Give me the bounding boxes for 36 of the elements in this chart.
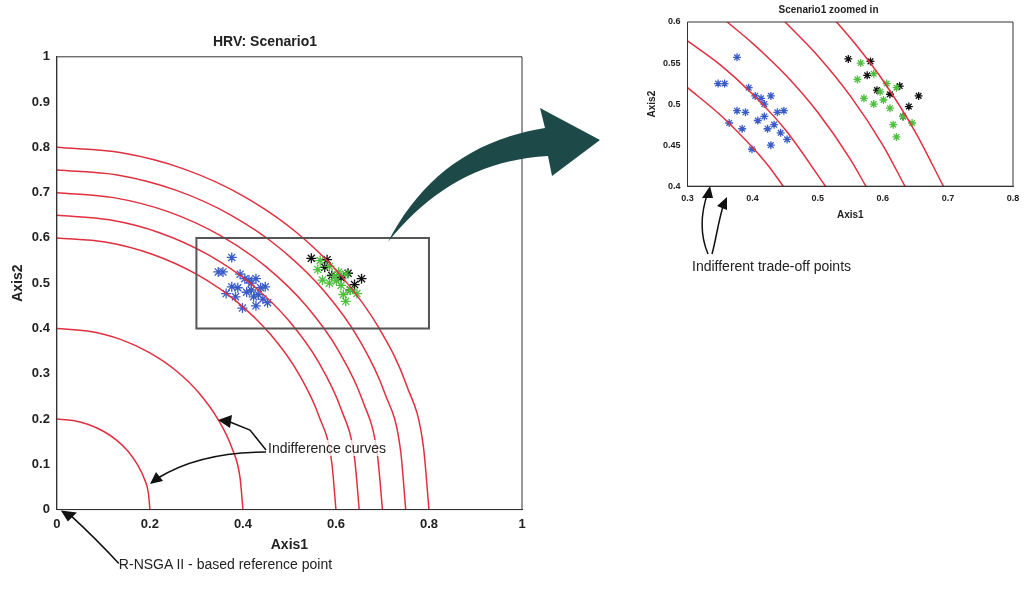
x-tick-label: 1 — [518, 515, 526, 531]
y-tick-label: 0.55 — [662, 57, 681, 68]
chart-title: Scenario1 zoomed in — [778, 3, 879, 15]
x-tick-label: 0.6 — [326, 515, 345, 531]
x-tick-label: 0.4 — [746, 193, 759, 204]
text: R-NSGA II - based reference point — [118, 555, 333, 572]
x-tick-label: 0.3 — [681, 193, 694, 204]
annotation: Indifference curves — [268, 440, 387, 456]
y-tick-label: 0.45 — [662, 139, 681, 150]
x-tick-label: 0.7 — [941, 193, 955, 204]
y-tick-label: 0.9 — [31, 93, 50, 109]
x-tick-label: 0.8 — [419, 515, 439, 531]
y-tick-label: 0.1 — [31, 455, 50, 471]
chart-title: HRV: Scenario1 — [212, 33, 318, 50]
y-tick-label: 0.5 — [31, 274, 50, 290]
x-axis-title: Axis1 — [270, 536, 309, 553]
x-tick-label: 0.5 — [811, 193, 824, 204]
y-tick-label: 0.6 — [31, 229, 50, 245]
x-tick-label: 0.6 — [876, 193, 890, 204]
y-tick-label: 0.4 — [668, 180, 681, 191]
x-tick-label: 0.4 — [233, 515, 253, 531]
y-tick-label: 0.4 — [31, 320, 51, 336]
y-tick-label: 0.5 — [668, 98, 681, 109]
y-tick-label: 0.3 — [31, 365, 50, 381]
x-axis-title: Axis1 — [836, 208, 865, 220]
y-tick-label: 1 — [42, 48, 50, 64]
y-tick-label: 0.8 — [31, 138, 50, 154]
y-tick-label: 0.6 — [668, 16, 681, 27]
y-axis-title: Axis2 — [9, 264, 26, 302]
x-tick-label: 0.8 — [1006, 193, 1020, 204]
text: Indifferent trade-off points — [692, 258, 852, 274]
x-tick-label: 0 — [53, 515, 61, 531]
y-tick-label: 0 — [42, 501, 50, 517]
y-tick-label: 0.2 — [31, 410, 50, 426]
x-tick-label: 0.2 — [140, 515, 159, 531]
y-axis-title: Axis2 — [645, 90, 657, 118]
